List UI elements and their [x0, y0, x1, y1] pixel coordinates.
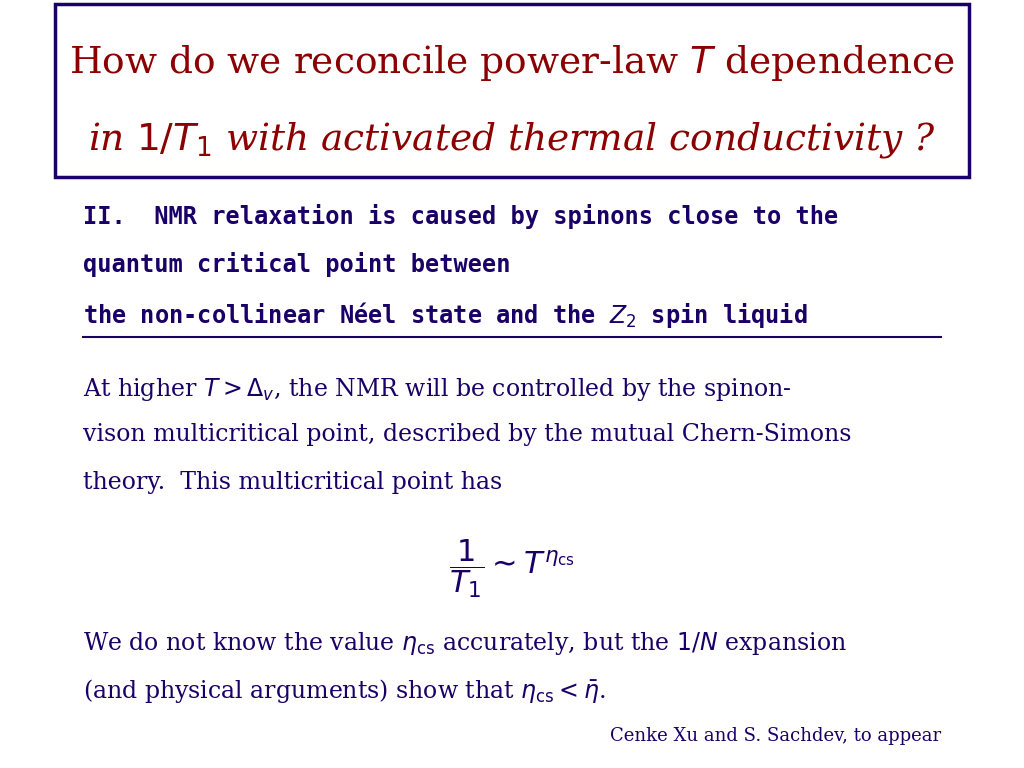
Text: II.  NMR relaxation is caused by spinons close to the: II. NMR relaxation is caused by spinons … — [83, 204, 839, 229]
Text: theory.  This multicritical point has: theory. This multicritical point has — [83, 471, 503, 494]
Text: How do we reconcile power-law $T$ dependence: How do we reconcile power-law $T$ depend… — [69, 43, 955, 83]
Text: Cenke Xu and S. Sachdev, to appear: Cenke Xu and S. Sachdev, to appear — [609, 727, 941, 745]
Text: At higher $T > \Delta_v$, the NMR will be controlled by the spinon-: At higher $T > \Delta_v$, the NMR will b… — [83, 376, 793, 402]
Text: $\dfrac{1}{T_1} \sim T^{\eta_{\mathrm{cs}}}$: $\dfrac{1}{T_1} \sim T^{\eta_{\mathrm{cs… — [450, 538, 574, 601]
Text: in $1/T_1$ with activated thermal conductivity ?: in $1/T_1$ with activated thermal conduc… — [88, 120, 936, 160]
FancyBboxPatch shape — [55, 4, 969, 177]
Text: We do not know the value $\eta_{\mathrm{cs}}$ accurately, but the $1/N$ expansio: We do not know the value $\eta_{\mathrm{… — [83, 630, 847, 657]
Text: vison multicritical point, described by the mutual Chern-Simons: vison multicritical point, described by … — [83, 423, 852, 446]
Text: the non-collinear Néel state and the $Z_2$ spin liquid: the non-collinear Néel state and the $Z_… — [83, 300, 808, 330]
Text: quantum critical point between: quantum critical point between — [83, 252, 511, 277]
Text: (and physical arguments) show that $\eta_{\mathrm{cs}} < \bar{\eta}$.: (and physical arguments) show that $\eta… — [83, 677, 606, 705]
